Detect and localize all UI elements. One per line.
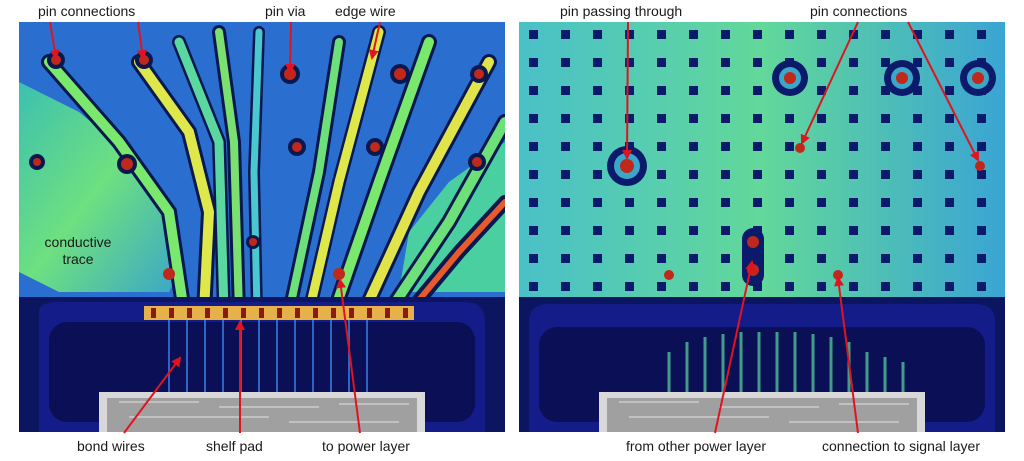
to-power-layer-label: to power layer [322,438,410,454]
edge-wire-label: edge wire [335,3,396,19]
arrow-pin-connections-d [907,21,979,162]
arrow-connection-to-signal-layer [834,276,859,434]
bond-wires [168,320,368,392]
bond-wires-right [667,332,905,394]
conductive-trace-label: conductive trace [44,234,112,267]
pin-connections-label-left: pin connections [38,3,136,19]
bond-wires-label: bond wires [77,438,145,454]
left-xray-image: conductive trace [19,22,505,432]
pin-connections-label-right: pin connections [810,3,908,19]
from-other-power-layer-label: from other power layer [626,438,767,454]
arrow-pin-connections-b [136,21,147,60]
trace-group-left [41,25,505,320]
pin-passing-through-label: pin passing through [560,3,683,19]
pin-via-label: pin via [265,3,306,19]
shelf-pad-label: shelf pad [206,438,263,454]
pin-via-group [29,51,488,280]
arrow-pin-connections-c [800,21,859,145]
arrow-pin-via [285,21,296,74]
left-xray-drawing [19,22,505,432]
arrow-bond-wires [123,356,182,434]
arrow-pin-connections-a [49,21,60,60]
right-xray-image [519,22,1005,432]
arrow-to-power-layer [336,278,361,434]
connection-to-signal-layer-label: connection to signal layer [822,438,980,454]
arrow-from-other-power-layer [714,260,756,434]
right-xray-drawing [519,22,1005,432]
arrow-pin-passing-through [622,21,633,160]
arrow-edge-wire [368,21,381,60]
conductive-trace-plane [19,82,179,292]
